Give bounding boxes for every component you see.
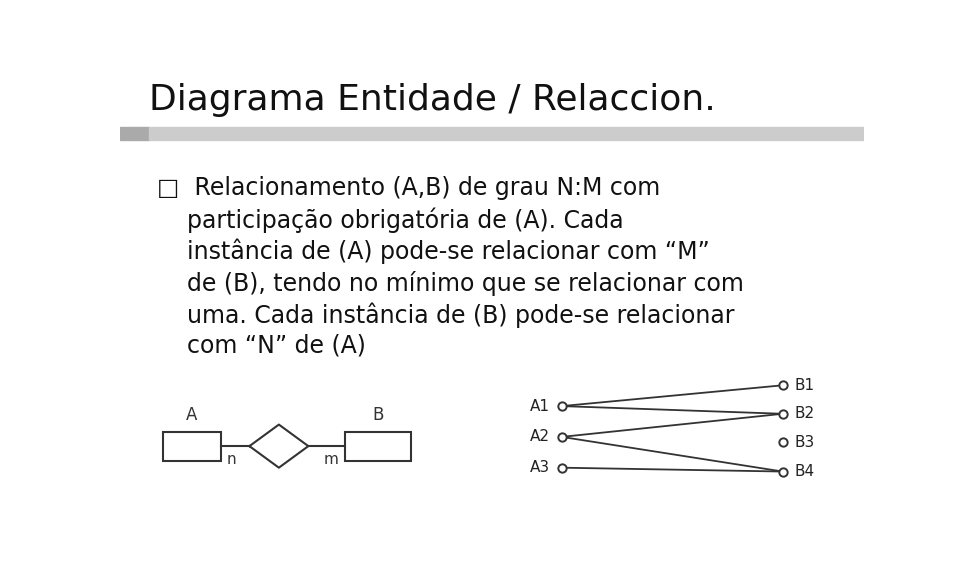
Bar [150,126,864,140]
Bar [345,432,411,461]
Text: A1: A1 [530,398,550,414]
Text: de (B), tendo no mínimo que se relacionar com: de (B), tendo no mínimo que se relaciona… [157,270,744,296]
Text: B2: B2 [794,406,814,421]
Text: com “N” de (A): com “N” de (A) [157,334,366,358]
Text: B4: B4 [794,464,814,479]
Text: uma. Cada instância de (B) pode-se relacionar: uma. Cada instância de (B) pode-se relac… [157,302,734,328]
Text: B3: B3 [794,435,814,450]
Text: □  Relacionamento (A,B) de grau N:M com: □ Relacionamento (A,B) de grau N:M com [157,176,660,200]
Bar [162,432,221,461]
Text: n: n [227,451,236,466]
Text: B: B [372,406,383,424]
Text: B1: B1 [794,378,814,393]
Text: participação obrigatória de (A). Cada: participação obrigatória de (A). Cada [157,208,624,233]
Bar [120,126,150,140]
Text: A3: A3 [530,460,550,475]
Text: A: A [186,406,198,424]
Text: Diagrama Entidade / Relaccion.: Diagrama Entidade / Relaccion. [150,84,716,118]
Text: instância de (A) pode-se relacionar com “M”: instância de (A) pode-se relacionar com … [157,239,710,264]
Text: A2: A2 [530,429,550,444]
Text: m: m [324,451,339,466]
